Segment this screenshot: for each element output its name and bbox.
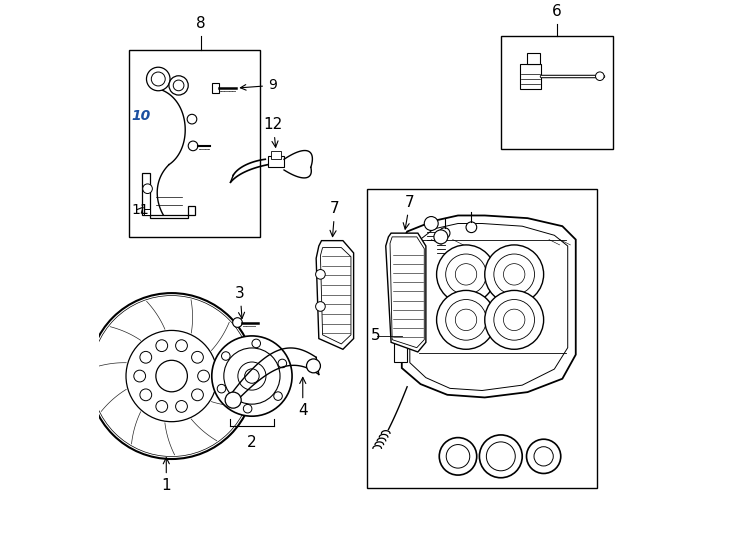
Bar [393, 234, 407, 253]
Circle shape [424, 217, 438, 231]
Text: 9: 9 [241, 78, 277, 92]
Bar [501, 36, 613, 148]
Circle shape [487, 442, 515, 471]
Polygon shape [316, 241, 354, 349]
Circle shape [212, 336, 292, 416]
Bar [393, 343, 407, 362]
Circle shape [156, 401, 167, 413]
Circle shape [169, 76, 188, 95]
Circle shape [479, 435, 522, 478]
Text: 1: 1 [161, 458, 171, 493]
Text: 7: 7 [330, 201, 340, 237]
Circle shape [252, 339, 261, 348]
Circle shape [233, 318, 242, 327]
Text: 7: 7 [403, 194, 415, 229]
Circle shape [437, 291, 495, 349]
Circle shape [156, 340, 167, 352]
Circle shape [175, 340, 187, 352]
Circle shape [156, 360, 187, 392]
Circle shape [173, 80, 184, 91]
Bar [520, 64, 541, 89]
Circle shape [484, 291, 544, 349]
Circle shape [140, 352, 152, 363]
Polygon shape [142, 173, 195, 218]
Text: 4: 4 [298, 377, 308, 418]
Circle shape [455, 264, 476, 285]
Text: 8: 8 [196, 16, 206, 31]
Polygon shape [401, 215, 575, 397]
Circle shape [151, 72, 165, 86]
Circle shape [91, 295, 252, 456]
Circle shape [142, 184, 153, 193]
Circle shape [446, 254, 487, 295]
Circle shape [274, 392, 283, 400]
Bar [212, 83, 219, 93]
Circle shape [197, 370, 209, 382]
Text: 3: 3 [236, 286, 245, 319]
Circle shape [192, 389, 203, 401]
Circle shape [222, 352, 230, 360]
Circle shape [466, 222, 476, 233]
Circle shape [147, 67, 170, 91]
Bar [526, 53, 540, 64]
Text: 11: 11 [131, 203, 149, 217]
Bar [144, 209, 150, 215]
Circle shape [534, 447, 553, 466]
Circle shape [244, 369, 259, 383]
Circle shape [175, 401, 187, 413]
Circle shape [504, 309, 525, 330]
Polygon shape [410, 224, 567, 390]
Bar [271, 151, 281, 159]
Text: 12: 12 [264, 117, 283, 147]
Circle shape [316, 302, 325, 311]
Text: 2: 2 [247, 435, 257, 450]
Circle shape [446, 444, 470, 468]
Circle shape [437, 245, 495, 304]
Polygon shape [390, 237, 424, 348]
Circle shape [446, 300, 487, 340]
Bar [268, 156, 284, 167]
Text: 10: 10 [131, 110, 150, 124]
Circle shape [504, 264, 525, 285]
Circle shape [595, 72, 604, 80]
Circle shape [244, 404, 252, 413]
Circle shape [484, 245, 544, 304]
Polygon shape [321, 248, 351, 344]
Circle shape [526, 439, 561, 474]
Circle shape [126, 330, 217, 422]
Circle shape [134, 370, 145, 382]
Circle shape [89, 293, 255, 459]
Bar [128, 50, 260, 237]
Circle shape [494, 254, 534, 295]
Circle shape [224, 348, 280, 404]
Circle shape [140, 389, 152, 401]
Text: 5: 5 [371, 328, 381, 343]
Text: 6: 6 [552, 4, 562, 19]
Circle shape [494, 300, 534, 340]
Circle shape [455, 309, 476, 330]
Circle shape [434, 230, 448, 244]
Circle shape [316, 269, 325, 279]
Circle shape [188, 141, 198, 151]
Circle shape [439, 437, 476, 475]
Circle shape [439, 228, 450, 239]
Circle shape [278, 359, 286, 368]
Circle shape [192, 352, 203, 363]
Circle shape [217, 384, 226, 393]
Circle shape [187, 114, 197, 124]
Bar [367, 188, 597, 489]
Circle shape [307, 359, 321, 373]
Circle shape [238, 362, 266, 390]
Circle shape [225, 392, 241, 408]
Polygon shape [386, 233, 426, 352]
